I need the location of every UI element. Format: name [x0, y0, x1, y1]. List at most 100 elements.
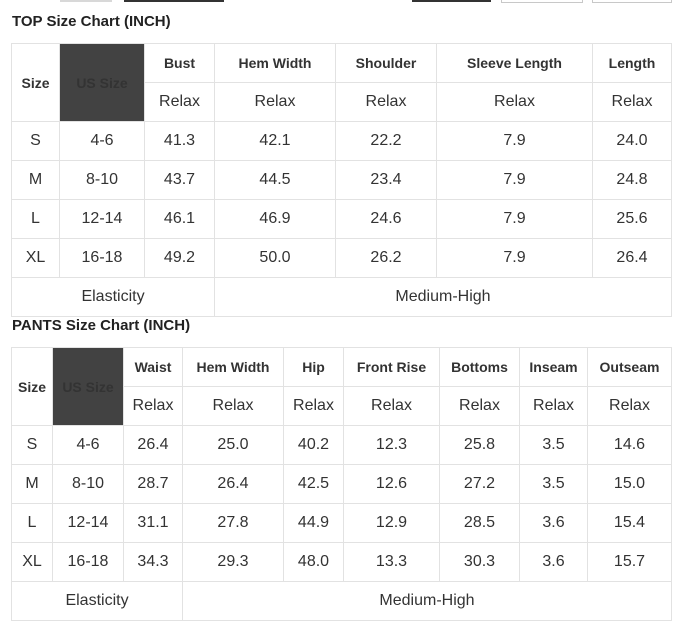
measure-header: Outseam: [587, 347, 672, 387]
size-cell: XL: [11, 238, 60, 278]
value-cell: 29.3: [182, 542, 284, 582]
tab-remnant-active[interactable]: [124, 0, 224, 2]
value-cell: 44.5: [214, 160, 336, 200]
fit-label: Relax: [436, 82, 593, 122]
button-remnant[interactable]: [592, 0, 672, 3]
table-row: L 12-14 31.1 27.8 44.9 12.9 28.5 3.6 15.…: [11, 503, 672, 543]
measure-header: Hem Width: [182, 347, 284, 387]
value-cell: 42.5: [283, 464, 344, 504]
fit-label: Relax: [283, 386, 344, 426]
value-cell: 14.6: [587, 425, 672, 465]
fit-label: Relax: [439, 386, 520, 426]
value-cell: 15.4: [587, 503, 672, 543]
value-cell: 15.7: [587, 542, 672, 582]
pants-size-chart-title: PANTS Size Chart (INCH): [12, 317, 191, 334]
fit-row: Relax Relax Relax Relax Relax Relax Rela…: [12, 386, 672, 426]
top-size-chart-title: TOP Size Chart (INCH): [12, 13, 171, 30]
top-tab-strip: [0, 0, 675, 4]
value-cell: 28.7: [123, 464, 183, 504]
fit-label: Relax: [335, 82, 437, 122]
value-cell: 24.6: [335, 199, 437, 239]
value-cell: 31.1: [123, 503, 183, 543]
us-size-cell: 16-18: [52, 542, 124, 582]
us-size-cell: 12-14: [52, 503, 124, 543]
value-cell: 24.8: [592, 160, 672, 200]
value-cell: 3.5: [519, 464, 588, 504]
table-row: S 4-6 41.3 42.1 22.2 7.9 24.0: [11, 121, 672, 161]
value-cell: 7.9: [436, 199, 593, 239]
size-cell: S: [11, 121, 60, 161]
elasticity-value: Medium-High: [182, 581, 672, 621]
value-cell: 22.2: [335, 121, 437, 161]
table-row: XL 16-18 34.3 29.3 48.0 13.3 30.3 3.6 15…: [11, 542, 672, 582]
table-row: XL 16-18 49.2 50.0 26.2 7.9 26.4: [11, 238, 672, 278]
value-cell: 7.9: [436, 121, 593, 161]
top-size-table: Size US Size Bust Hem Width Shoulder Sle…: [11, 43, 672, 317]
measure-header: Bottoms: [439, 347, 520, 387]
elasticity-label: Elasticity: [11, 581, 183, 621]
fit-label: Relax: [592, 82, 672, 122]
tab-remnant[interactable]: [60, 0, 112, 2]
value-cell: 24.0: [592, 121, 672, 161]
table-row: M 8-10 43.7 44.5 23.4 7.9 24.8: [11, 160, 672, 200]
measure-header: Hip: [283, 347, 344, 387]
us-size-cell: 12-14: [59, 199, 145, 239]
fit-label: Relax: [587, 386, 672, 426]
table-row: L 12-14 46.1 46.9 24.6 7.9 25.6: [11, 199, 672, 239]
table-row: S 4-6 26.4 25.0 40.2 12.3 25.8 3.5 14.6: [11, 425, 672, 465]
value-cell: 12.6: [343, 464, 440, 504]
value-cell: 46.1: [144, 199, 215, 239]
pants-size-table: Size US Size Waist Hem Width Hip Front R…: [11, 347, 672, 621]
us-size-header: US Size: [52, 347, 124, 426]
button-remnant-active[interactable]: [412, 0, 491, 2]
elasticity-value: Medium-High: [214, 277, 672, 317]
size-cell: XL: [11, 542, 53, 582]
value-cell: 7.9: [436, 160, 593, 200]
value-cell: 25.8: [439, 425, 520, 465]
value-cell: 43.7: [144, 160, 215, 200]
value-cell: 3.5: [519, 425, 588, 465]
measure-header: Bust: [144, 43, 215, 83]
fit-row: Relax Relax Relax Relax Relax: [12, 82, 672, 122]
value-cell: 46.9: [214, 199, 336, 239]
measure-header: Hem Width: [214, 43, 336, 83]
size-cell: L: [11, 199, 60, 239]
value-cell: 26.4: [123, 425, 183, 465]
value-cell: 42.1: [214, 121, 336, 161]
value-cell: 3.6: [519, 542, 588, 582]
value-cell: 25.6: [592, 199, 672, 239]
value-cell: 7.9: [436, 238, 593, 278]
table-header-row: Size US Size Bust Hem Width Shoulder Sle…: [11, 43, 672, 122]
value-cell: 23.4: [335, 160, 437, 200]
value-cell: 26.4: [592, 238, 672, 278]
value-cell: 40.2: [283, 425, 344, 465]
measure-header: Shoulder: [335, 43, 437, 83]
measure-header: Waist: [123, 347, 183, 387]
value-cell: 13.3: [343, 542, 440, 582]
value-cell: 27.8: [182, 503, 284, 543]
value-cell: 27.2: [439, 464, 520, 504]
size-cell: M: [11, 464, 53, 504]
fit-label: Relax: [214, 82, 336, 122]
value-cell: 25.0: [182, 425, 284, 465]
button-remnant[interactable]: [501, 0, 583, 3]
value-cell: 28.5: [439, 503, 520, 543]
value-cell: 48.0: [283, 542, 344, 582]
fit-label: Relax: [519, 386, 588, 426]
value-cell: 3.6: [519, 503, 588, 543]
fit-label: Relax: [182, 386, 284, 426]
us-size-cell: 4-6: [52, 425, 124, 465]
size-cell: M: [11, 160, 60, 200]
value-cell: 26.4: [182, 464, 284, 504]
value-cell: 34.3: [123, 542, 183, 582]
elasticity-label: Elasticity: [11, 277, 215, 317]
fit-label: Relax: [144, 82, 215, 122]
value-cell: 12.9: [343, 503, 440, 543]
fit-label: Relax: [343, 386, 440, 426]
measure-header: Inseam: [519, 347, 588, 387]
measure-header: Sleeve Length: [436, 43, 593, 83]
value-cell: 41.3: [144, 121, 215, 161]
us-size-header: US Size: [59, 43, 145, 122]
value-cell: 15.0: [587, 464, 672, 504]
measure-header: Front Rise: [343, 347, 440, 387]
